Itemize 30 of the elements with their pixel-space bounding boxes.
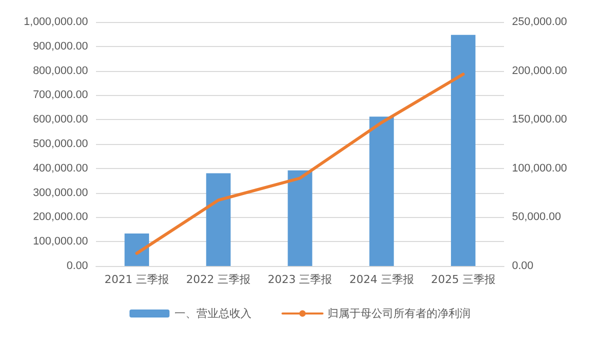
bar: [450, 34, 476, 266]
y2-tick-label: 50,000.00: [512, 211, 561, 224]
bar: [288, 170, 312, 266]
legend-label: 一、营业总收入: [174, 307, 252, 320]
y2-tick-label: 100,000.00: [512, 162, 568, 174]
line-series: [135, 72, 465, 255]
y-tick-label: 700,000.00: [32, 89, 88, 102]
x-tick-label: 2023 三季报: [268, 273, 332, 286]
y-tick-label: 400,000.00: [32, 162, 88, 174]
y2-tick-label: 150,000.00: [512, 114, 568, 126]
y-tick-label: 0.00: [66, 260, 88, 272]
y-tick-label: 100,000.00: [32, 236, 88, 248]
legend-label: 归属于母公司所有者的净利润: [328, 307, 470, 320]
y-tick-label: 900,000.00: [32, 40, 88, 52]
y-tick-label: 200,000.00: [32, 211, 88, 224]
y2-tick-label: 0.00: [512, 260, 534, 272]
y2-tick-label: 250,000.00: [512, 16, 568, 28]
y-tick-label: 500,000.00: [32, 138, 88, 150]
y-tick-label: 600,000.00: [32, 114, 88, 126]
x-tick-label: 2022 三季报: [186, 273, 251, 286]
y-tick-label: 1,000,000.00: [24, 16, 88, 28]
bar: [124, 234, 150, 266]
x-tick-label: 2024 三季报: [349, 273, 414, 286]
y-tick-label: 800,000.00: [32, 64, 88, 77]
y-tick-label: 300,000.00: [32, 186, 88, 199]
x-tick-label: 2021 三季报: [104, 273, 170, 286]
bar: [206, 173, 231, 266]
y2-tick-label: 200,000.00: [512, 64, 568, 77]
bar: [369, 116, 394, 266]
x-tick-label: 2025 三季报: [430, 273, 496, 286]
